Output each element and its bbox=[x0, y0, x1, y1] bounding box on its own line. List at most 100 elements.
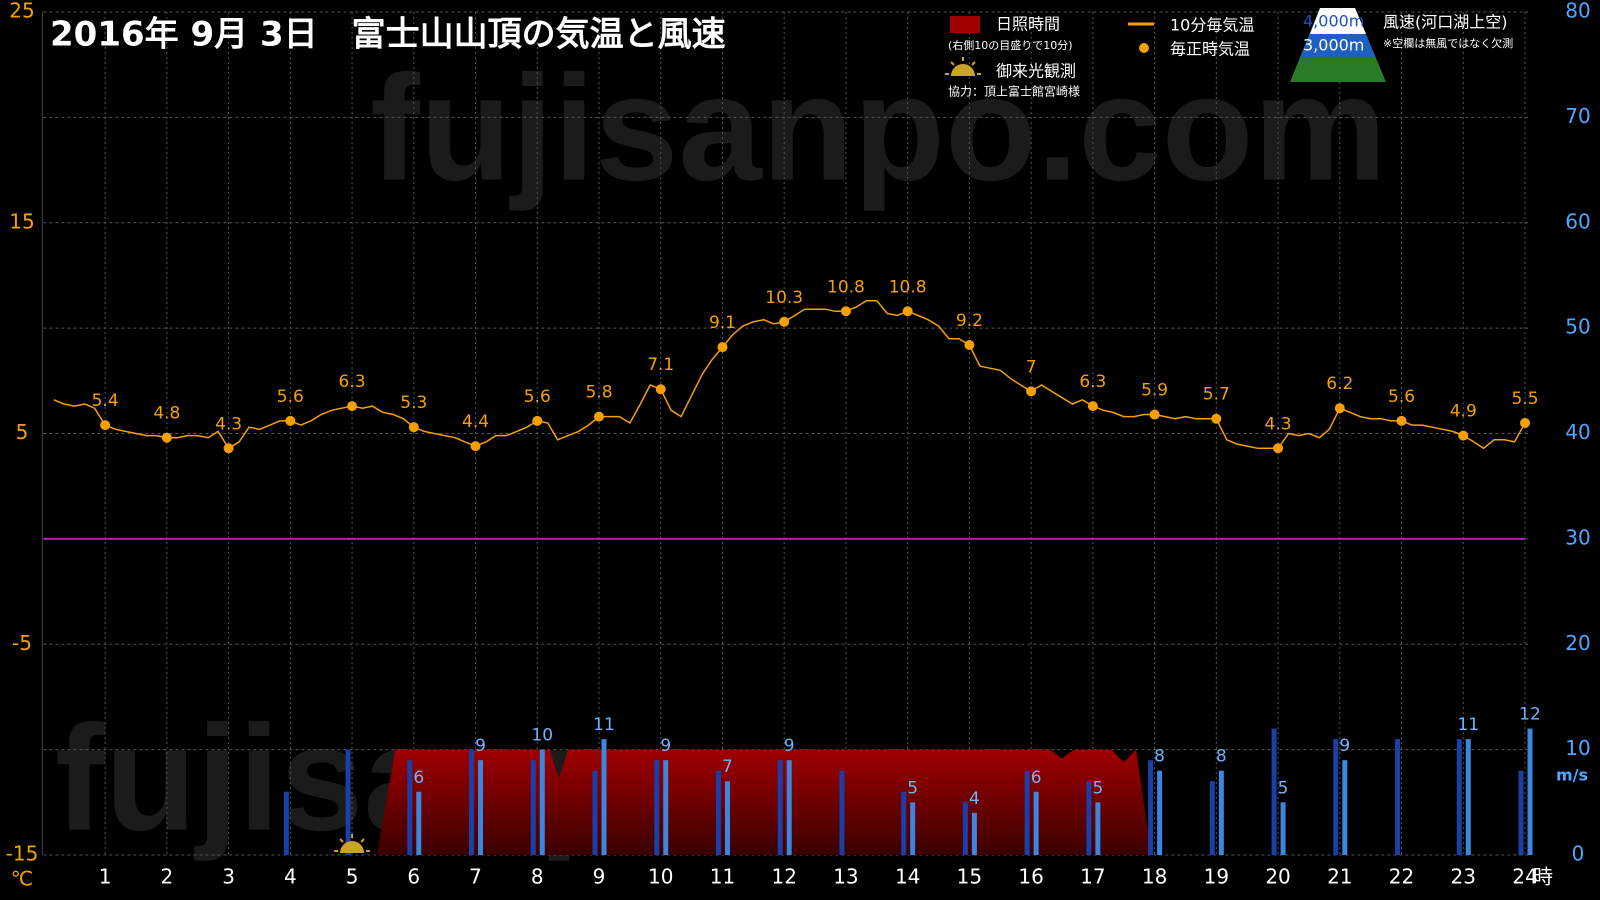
y-tick-label: 15 bbox=[9, 209, 34, 233]
wind-bar bbox=[1465, 739, 1471, 855]
data-label: 5 bbox=[1278, 778, 1289, 798]
data-label: 10.3 bbox=[765, 288, 803, 308]
wind-bar bbox=[715, 770, 721, 855]
data-label: 6.2 bbox=[1326, 374, 1353, 394]
data-label: 6.3 bbox=[1079, 372, 1106, 392]
data-label: 5 bbox=[907, 778, 918, 798]
wind-bar bbox=[1033, 791, 1039, 855]
data-label: 5.4 bbox=[92, 391, 119, 411]
wind-bar bbox=[1148, 760, 1154, 855]
data-label: 5.8 bbox=[585, 383, 612, 403]
wind-bar bbox=[663, 760, 669, 855]
wind-bar bbox=[786, 760, 792, 855]
legend-label: 御来光観測 bbox=[996, 62, 1076, 81]
sunrise-ray bbox=[339, 838, 344, 843]
data-label: 5.7 bbox=[1203, 385, 1230, 405]
wind-bar bbox=[1280, 802, 1286, 855]
sunrise-icon bbox=[945, 57, 981, 76]
wind-bar bbox=[1342, 760, 1348, 855]
data-label: 9 bbox=[660, 736, 671, 756]
data-label: 10.8 bbox=[889, 277, 927, 297]
wind-bar bbox=[1333, 739, 1339, 855]
x-tick-label: 24 bbox=[1512, 865, 1537, 889]
credit: 協力：頂上富士館宮崎様 bbox=[948, 84, 1080, 99]
data-label: 5.3 bbox=[400, 393, 427, 413]
temperature-point bbox=[1273, 443, 1284, 454]
x-tick-label: 6 bbox=[407, 865, 420, 889]
data-label: 12 bbox=[1519, 705, 1541, 725]
wind-bar bbox=[777, 760, 783, 855]
x-tick-label: 11 bbox=[710, 865, 735, 889]
x-tick-label: 13 bbox=[833, 865, 858, 889]
temperature-point bbox=[779, 316, 790, 327]
temperature-point bbox=[1334, 403, 1345, 414]
sunrise-ray bbox=[360, 838, 365, 843]
data-label: 4.9 bbox=[1450, 402, 1477, 422]
wind-bar bbox=[1086, 781, 1092, 855]
temperature-line bbox=[53, 299, 1526, 450]
temperature-point bbox=[347, 401, 358, 412]
wind-bar bbox=[971, 812, 977, 855]
data-label: 7 bbox=[722, 757, 733, 777]
wind-bar bbox=[416, 791, 422, 855]
temperature-point bbox=[223, 443, 234, 454]
x-tick-label: 8 bbox=[531, 865, 544, 889]
x-tick-label: 17 bbox=[1080, 865, 1105, 889]
y2-tick-label: 0 bbox=[1572, 842, 1585, 866]
data-label: 6 bbox=[413, 768, 424, 788]
x-tick-label: 21 bbox=[1327, 865, 1352, 889]
y2-tick-label: 40 bbox=[1565, 420, 1590, 444]
temperature-point bbox=[100, 420, 111, 431]
data-label: 9 bbox=[475, 736, 486, 756]
data-label: 8 bbox=[1154, 747, 1165, 767]
x-tick-label: 16 bbox=[1018, 865, 1043, 889]
legend-label: 10分毎気温 bbox=[1170, 16, 1254, 35]
legend-note: ※空欄は無風ではなく欠測 bbox=[1383, 36, 1513, 50]
sunrise-sun bbox=[340, 841, 365, 853]
legend-swatch bbox=[1139, 43, 1149, 53]
data-label: 7.1 bbox=[647, 355, 674, 375]
y2-tick-label: 80 bbox=[1565, 0, 1590, 23]
legend-swatch bbox=[950, 16, 980, 33]
watermark: fujisanpo.com bbox=[370, 44, 1387, 212]
x-tick-label: 9 bbox=[593, 865, 606, 889]
temperature-point bbox=[470, 441, 481, 452]
x-tick-label: 10 bbox=[648, 865, 673, 889]
wind-bar bbox=[1024, 770, 1030, 855]
legend-label: 日照時間 bbox=[996, 15, 1060, 34]
data-label: 4.3 bbox=[1265, 414, 1292, 434]
temperature-point bbox=[1211, 413, 1222, 424]
wind-bar bbox=[530, 760, 536, 855]
wind-bar bbox=[345, 749, 351, 855]
legend-label: 4,000m bbox=[1303, 12, 1364, 31]
x-tick-label: 22 bbox=[1389, 865, 1414, 889]
y-tick-label: -15 bbox=[6, 842, 39, 866]
wind-bar bbox=[539, 749, 545, 855]
x-tick-label: 5 bbox=[346, 865, 359, 889]
y2-tick-label: 60 bbox=[1565, 209, 1590, 233]
mountain-icon bbox=[1290, 8, 1386, 82]
data-label: 6.3 bbox=[339, 372, 366, 392]
wind-bar bbox=[592, 770, 598, 855]
data-label: 9.1 bbox=[709, 313, 736, 333]
y2-tick-label: 50 bbox=[1565, 315, 1590, 339]
wind-bar bbox=[283, 791, 289, 855]
x-tick-label: 18 bbox=[1142, 865, 1167, 889]
data-label: 9 bbox=[1339, 736, 1350, 756]
temperature-point bbox=[1026, 386, 1037, 397]
data-label: 5.5 bbox=[1511, 389, 1538, 409]
x-tick-label: 2 bbox=[160, 865, 173, 889]
x-tick-label: 1 bbox=[99, 865, 112, 889]
legend-label: 3,000m bbox=[1303, 36, 1364, 55]
data-label: 5.9 bbox=[1141, 381, 1168, 401]
y2-tick-label: 70 bbox=[1565, 104, 1590, 128]
temperature-point bbox=[1149, 409, 1160, 420]
x-tick-label: 20 bbox=[1265, 865, 1290, 889]
data-label: 6 bbox=[1031, 768, 1042, 788]
x-tick-label: 7 bbox=[469, 865, 482, 889]
data-label: 11 bbox=[1457, 715, 1479, 735]
data-label: 5.6 bbox=[277, 387, 304, 407]
x-tick-label: 15 bbox=[957, 865, 982, 889]
